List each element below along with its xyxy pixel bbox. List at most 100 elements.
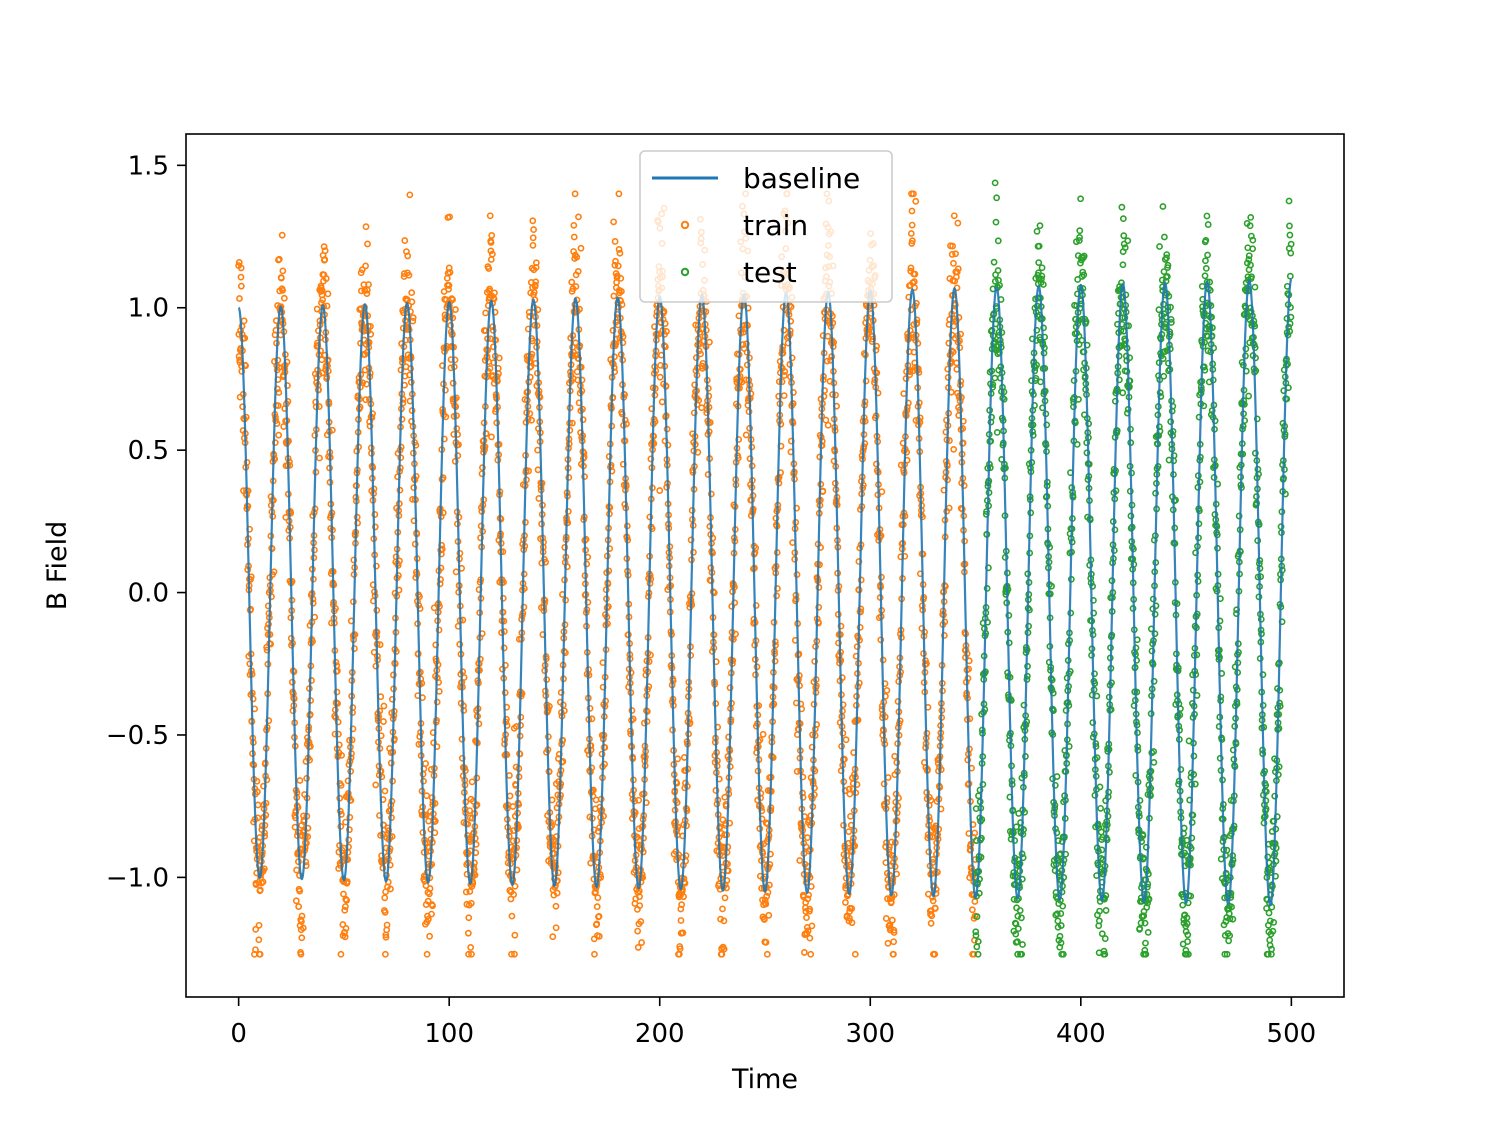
train-point bbox=[436, 603, 443, 610]
train-point bbox=[611, 261, 619, 269]
train-point bbox=[529, 241, 537, 249]
train-point bbox=[314, 342, 322, 349]
train-point bbox=[422, 760, 429, 767]
train-point bbox=[487, 239, 495, 246]
train-point bbox=[381, 950, 389, 958]
train-point bbox=[583, 560, 591, 568]
train-point bbox=[475, 720, 483, 728]
train-point bbox=[593, 903, 601, 911]
train-point bbox=[362, 262, 369, 270]
train-point bbox=[277, 274, 285, 282]
train-point bbox=[409, 314, 417, 322]
train-point bbox=[338, 751, 345, 759]
train-point bbox=[342, 925, 350, 932]
train-point bbox=[467, 944, 475, 951]
train-point bbox=[445, 285, 452, 293]
train-point bbox=[616, 249, 624, 257]
train-point bbox=[408, 289, 416, 297]
train-point bbox=[531, 281, 539, 289]
train-point bbox=[610, 218, 618, 226]
train-point bbox=[458, 735, 466, 743]
train-point bbox=[559, 736, 567, 744]
train-point bbox=[637, 918, 645, 925]
train-point bbox=[617, 274, 625, 282]
train-point bbox=[244, 487, 252, 495]
train-point bbox=[456, 640, 464, 648]
train-point bbox=[345, 836, 353, 844]
train-point bbox=[419, 829, 427, 836]
train-point bbox=[395, 572, 402, 579]
train-point bbox=[309, 638, 316, 645]
train-point bbox=[601, 744, 609, 751]
train-point bbox=[380, 718, 387, 725]
train-point bbox=[638, 939, 646, 946]
train-point bbox=[435, 626, 443, 634]
train-point bbox=[486, 285, 494, 293]
train-point bbox=[466, 807, 473, 815]
train-point bbox=[426, 885, 434, 892]
train-point bbox=[594, 894, 602, 902]
train-point bbox=[445, 282, 453, 289]
train-point bbox=[591, 950, 598, 958]
train-point bbox=[586, 704, 594, 712]
train-point bbox=[372, 562, 380, 570]
train-point bbox=[511, 950, 518, 958]
train-point bbox=[401, 237, 409, 244]
train-point bbox=[255, 921, 263, 929]
train-point bbox=[408, 298, 416, 306]
train-point bbox=[238, 367, 246, 375]
train-point bbox=[578, 376, 586, 384]
train-point bbox=[285, 458, 293, 466]
train-point bbox=[582, 535, 590, 543]
train-point bbox=[343, 896, 351, 904]
train-point bbox=[252, 946, 259, 954]
train-point bbox=[610, 364, 618, 372]
train-point bbox=[572, 283, 580, 290]
train-point bbox=[362, 396, 370, 404]
train-point bbox=[387, 885, 394, 893]
train-point bbox=[279, 267, 287, 275]
train-point bbox=[318, 287, 326, 294]
train-point bbox=[411, 540, 419, 548]
train-point bbox=[449, 314, 457, 322]
train-point bbox=[351, 645, 358, 652]
train-point bbox=[427, 825, 435, 833]
train-point bbox=[237, 282, 245, 290]
train-point bbox=[579, 416, 587, 424]
train-point bbox=[488, 433, 495, 441]
train-point bbox=[511, 882, 519, 890]
train-point bbox=[292, 897, 300, 905]
train-point bbox=[549, 933, 557, 941]
train-point bbox=[577, 244, 585, 252]
train-point bbox=[366, 422, 374, 430]
train-point bbox=[575, 355, 583, 363]
train-point bbox=[275, 255, 283, 263]
train-point bbox=[430, 739, 437, 747]
train-point bbox=[488, 232, 496, 239]
train-point bbox=[510, 891, 518, 898]
train-point bbox=[449, 296, 456, 304]
train-point bbox=[561, 544, 569, 551]
train-point bbox=[363, 290, 371, 297]
train-point bbox=[345, 761, 353, 769]
train-point bbox=[552, 924, 560, 932]
train-point bbox=[482, 309, 490, 317]
train-point bbox=[235, 259, 243, 266]
train-point bbox=[256, 886, 264, 894]
train-point bbox=[424, 915, 432, 923]
train-point bbox=[557, 689, 565, 696]
train-point bbox=[639, 848, 647, 856]
train-point bbox=[351, 631, 359, 639]
train-point bbox=[490, 295, 498, 303]
train-point bbox=[295, 903, 303, 910]
train-point bbox=[343, 878, 351, 885]
train-point bbox=[465, 914, 473, 922]
train-point bbox=[385, 827, 393, 835]
train-point bbox=[424, 897, 432, 905]
train-point bbox=[596, 824, 603, 832]
train-point bbox=[634, 944, 642, 951]
train-point bbox=[412, 472, 420, 480]
train-point bbox=[274, 356, 282, 364]
train-point bbox=[488, 250, 496, 258]
